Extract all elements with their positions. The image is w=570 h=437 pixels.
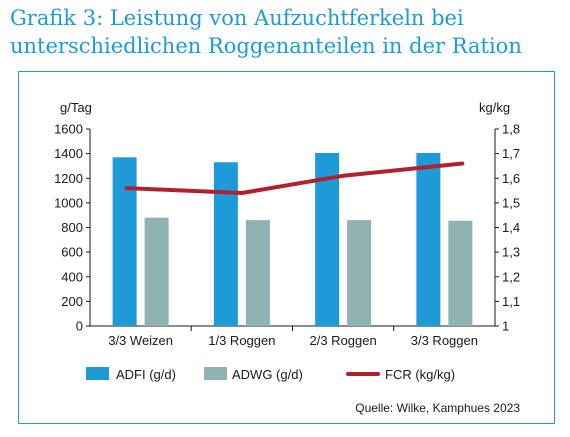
right-tick-label: 1,7 — [502, 146, 520, 161]
right-tick-label: 1,3 — [502, 245, 520, 260]
left-tick-label: 0 — [76, 319, 83, 334]
legend-adwg-label: ADWG (g/d) — [232, 367, 303, 382]
adfi-bar — [112, 157, 137, 326]
right-tick-label: 1,4 — [502, 220, 520, 235]
left-tick-label: 1400 — [54, 146, 83, 161]
adwg-bar — [448, 220, 473, 326]
adfi-bar — [416, 153, 441, 326]
right-tick-label: 1 — [502, 319, 509, 334]
chart-frame — [18, 71, 555, 424]
fcr-line — [124, 161, 465, 196]
left-tick-label: 1600 — [54, 122, 83, 137]
left-tick-label: 600 — [61, 245, 83, 260]
left-tick-label: 1200 — [54, 171, 83, 186]
chart-title: Grafik 3: Leistung von Aufzuchtferkeln b… — [10, 4, 562, 60]
right-tick-label: 1,5 — [502, 195, 520, 210]
x-tick-label: 3/3 Weizen — [108, 333, 173, 348]
chart-title-line-2: unterschiedlichen Roggenanteilen in der … — [10, 34, 522, 58]
left-tick-label: 1000 — [54, 195, 83, 210]
legend-adfi-swatch — [86, 367, 109, 380]
legend-fcr-label: FCR (kg/kg) — [385, 367, 455, 382]
right-tick-label: 1,2 — [502, 269, 520, 284]
right-tick-label: 1,6 — [502, 171, 520, 186]
left-tick-label: 800 — [61, 220, 83, 235]
source-note: Quelle: Wilke, Kamphues 2023 — [355, 401, 520, 415]
x-tick-label: 3/3 Roggen — [411, 333, 478, 348]
plot-area: 0 200 400 600 800 1000 1200 1400 1600 1 1,1 1,2 1,3 1… — [54, 122, 520, 349]
x-tick-label: 2/3 Roggen — [310, 333, 377, 348]
right-tick-label: 1,1 — [502, 294, 520, 309]
left-tick-label: 200 — [61, 294, 83, 309]
legend: ADFI (g/d) ADWG (g/d) FCR (kg/kg) — [86, 367, 455, 382]
left-tick-label: 400 — [61, 269, 83, 284]
right-tick-label: 1,8 — [502, 122, 520, 137]
adwg-bar — [144, 217, 169, 326]
adwg-bar — [245, 220, 270, 326]
right-axis-unit: kg/kg — [479, 100, 510, 115]
adfi-bar — [213, 162, 238, 326]
legend-adfi-label: ADFI (g/d) — [116, 367, 176, 382]
left-axis-unit: g/Tag — [60, 100, 92, 115]
x-tick-label: 1/3 Roggen — [208, 333, 275, 348]
chart-title-line-1: Grafik 3: Leistung von Aufzuchtferkeln b… — [10, 6, 464, 30]
adwg-bar — [347, 220, 372, 326]
legend-adwg-swatch — [204, 367, 227, 380]
